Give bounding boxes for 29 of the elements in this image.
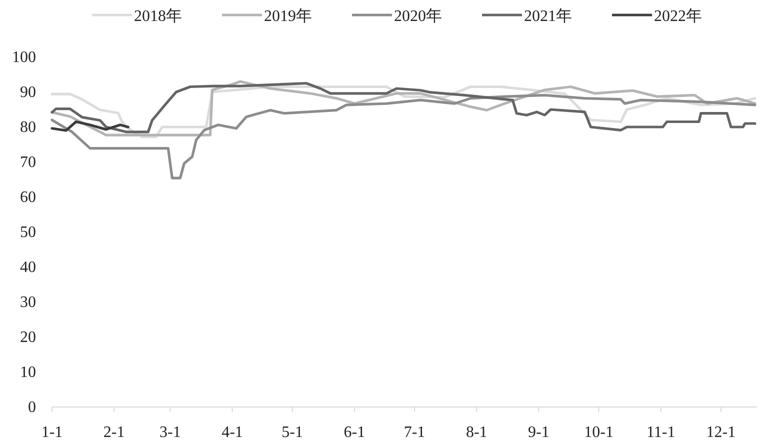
x-tick-label: 1-1	[41, 424, 63, 441]
x-tick-label: 4-1	[222, 424, 243, 441]
y-tick-label: 100	[12, 49, 36, 66]
x-tick-label: 5-1	[282, 424, 304, 441]
y-tick-label: 30	[20, 294, 36, 311]
y-tick-label: 90	[20, 84, 36, 101]
x-tick-label: 7-1	[404, 424, 426, 441]
legend-label: 2020年	[394, 8, 442, 25]
legend-label: 2022年	[654, 8, 702, 25]
y-tick-label: 80	[20, 119, 36, 136]
legend-label: 2021年	[524, 8, 572, 25]
legend-label: 2018年	[134, 8, 182, 25]
y-tick-label: 10	[20, 364, 36, 381]
y-tick-label: 70	[20, 154, 36, 171]
x-tick-label: 2-1	[103, 424, 125, 441]
x-tick-label: 3-1	[160, 424, 181, 441]
x-tick-label: 10-1	[584, 424, 614, 441]
x-tick-label: 9-1	[528, 424, 550, 441]
x-tick-label: 6-1	[344, 424, 366, 441]
x-tick-label: 12-1	[706, 424, 736, 441]
y-tick-label: 50	[20, 224, 36, 241]
x-tick-label: 11-1	[646, 424, 676, 441]
y-tick-label: 40	[20, 259, 36, 276]
y-tick-label: 0	[28, 399, 36, 416]
legend-label: 2019年	[264, 8, 312, 25]
x-tick-label: 8-1	[466, 424, 488, 441]
line-series	[50, 120, 130, 132]
y-tick-label: 60	[20, 189, 36, 206]
y-tick-label: 20	[20, 329, 36, 346]
